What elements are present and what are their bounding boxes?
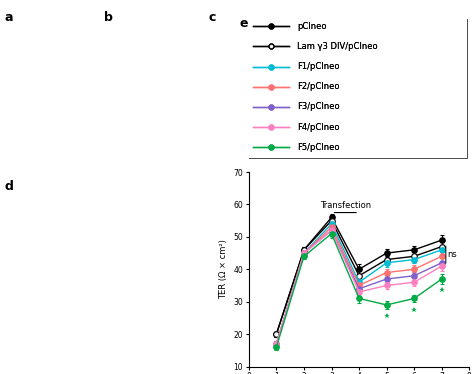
Text: ns: ns xyxy=(447,250,457,259)
Text: Transfection: Transfection xyxy=(320,201,371,210)
Text: F3/pCIneo: F3/pCIneo xyxy=(297,102,340,111)
Text: c: c xyxy=(209,11,216,24)
Text: F4/pCIneo: F4/pCIneo xyxy=(297,123,340,132)
Text: pCIneo: pCIneo xyxy=(297,22,327,31)
FancyBboxPatch shape xyxy=(246,7,467,158)
Text: a: a xyxy=(5,11,13,24)
Text: Lam γ3 DIV/pCIneo: Lam γ3 DIV/pCIneo xyxy=(297,42,378,51)
Text: F2/pCIneo: F2/pCIneo xyxy=(297,82,340,91)
Text: F2/pCIneo: F2/pCIneo xyxy=(297,82,340,91)
Text: d: d xyxy=(5,180,14,193)
Text: Lam γ3 DIV/pCIneo: Lam γ3 DIV/pCIneo xyxy=(297,42,378,51)
Text: F5/pCIneo: F5/pCIneo xyxy=(297,143,340,152)
Text: F1/pCIneo: F1/pCIneo xyxy=(297,62,340,71)
Text: F5/pCIneo: F5/pCIneo xyxy=(297,143,340,152)
Y-axis label: TER (Ω × cm²): TER (Ω × cm²) xyxy=(219,239,228,299)
Text: pCIneo: pCIneo xyxy=(297,22,327,31)
Text: F3/pCIneo: F3/pCIneo xyxy=(297,102,340,111)
Text: F4/pCIneo: F4/pCIneo xyxy=(297,123,340,132)
Text: F1/pCIneo: F1/pCIneo xyxy=(297,62,340,71)
Text: e: e xyxy=(239,17,248,30)
Text: b: b xyxy=(104,11,113,24)
